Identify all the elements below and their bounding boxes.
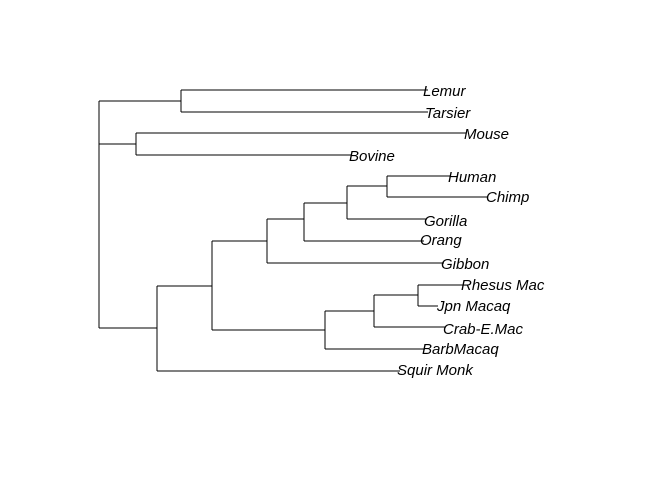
tip-label-bovine: Bovine [349, 148, 395, 165]
tip-label-chimp: Chimp [486, 189, 529, 206]
tip-label-lemur: Lemur [423, 83, 467, 100]
tree-branches [98, 89, 488, 372]
tip-label-rhesus: Rhesus Mac [461, 277, 545, 294]
tip-label-gorilla: Gorilla [424, 213, 467, 230]
tip-label-barbmacaq: BarbMacaq [422, 341, 499, 358]
tip-label-jpn-macaq: Jpn Macaq [436, 298, 511, 315]
tip-label-mouse: Mouse [464, 126, 509, 143]
tip-label-orang: Orang [420, 232, 462, 249]
tip-label-human: Human [448, 169, 496, 186]
tip-label-gibbon: Gibbon [441, 256, 489, 273]
tip-label-tarsier: Tarsier [425, 105, 471, 122]
tip-label-squir-monk: Squir Monk [397, 362, 474, 379]
tip-label-crab-e-mac: Crab-E.Mac [443, 321, 524, 338]
